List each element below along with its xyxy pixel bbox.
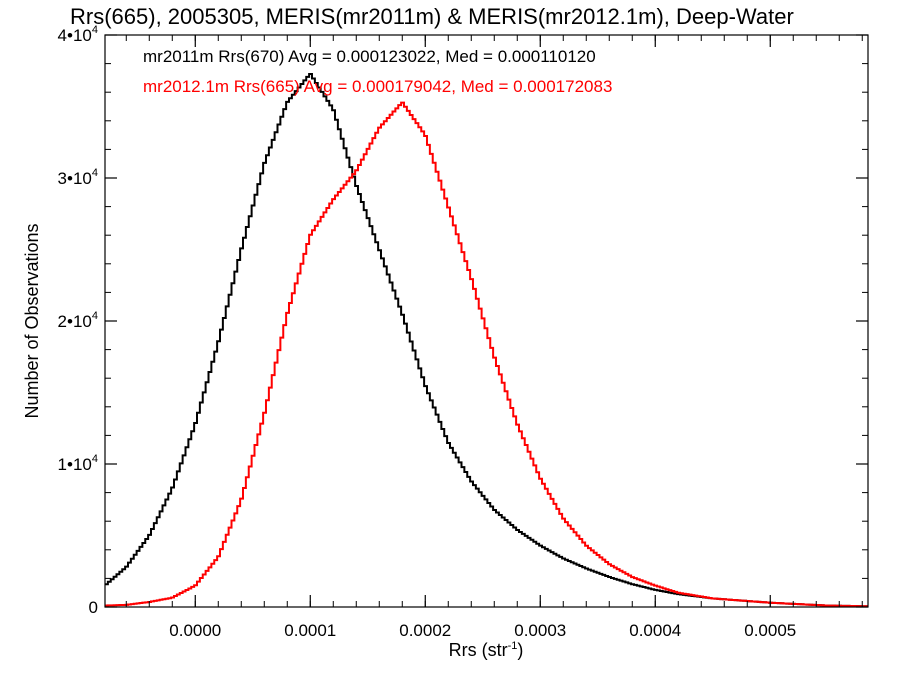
x-tick-label: 0.0001	[284, 621, 336, 640]
x-tick-label: 0.0004	[629, 621, 681, 640]
x-tick-label: 0.0005	[744, 621, 796, 640]
x-axis-label: Rrs (str-1)	[449, 640, 524, 660]
y-tick-label: 3•104	[58, 167, 98, 188]
series-layer	[105, 73, 868, 608]
x-tick-label: 0.0000	[169, 621, 221, 640]
y-tick-label: 2•104	[58, 310, 98, 331]
x-tick-label: 0.0003	[514, 621, 566, 640]
annotation-black-stats: mr2011m Rrs(670) Avg = 0.000123022, Med …	[143, 47, 596, 66]
chart-title: Rrs(665), 2005305, MERIS(mr2011m) & MERI…	[70, 4, 794, 29]
y-tick-label: 1•104	[58, 453, 98, 474]
y-tick-label: 0	[89, 598, 98, 617]
axis-layer: 0.0000 0.0001 0.0002 0.0003 0.0004 0.0005 0 1•1…	[58, 24, 868, 640]
legend-annotations: mr2011m Rrs(670) Avg = 0.000123022, Med …	[143, 47, 612, 96]
y-tick-label: 4•104	[58, 24, 98, 45]
x-axis-label-superscript: -1	[508, 640, 518, 652]
annotation-red-stats: mr2012.1m Rrs(665) Avg = 0.000179042, Me…	[143, 77, 612, 96]
x-axis-label-main: Rrs (str	[449, 640, 508, 660]
y-axis-label: Number of Observations	[22, 223, 42, 418]
histogram-series-1	[105, 101, 868, 608]
plot-frame	[104, 34, 869, 608]
x-tick-label: 0.0002	[399, 621, 451, 640]
x-axis-label-end: )	[517, 640, 523, 660]
